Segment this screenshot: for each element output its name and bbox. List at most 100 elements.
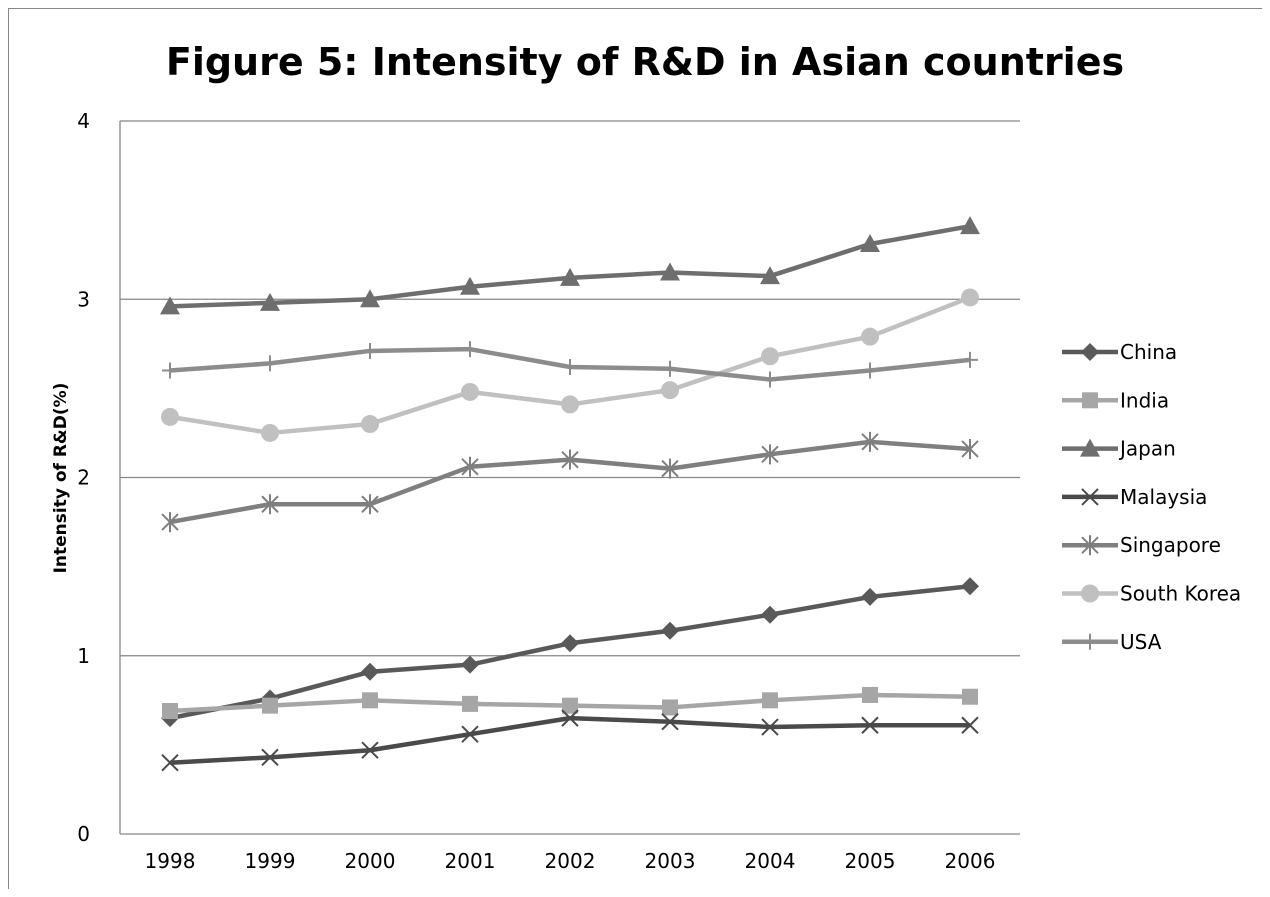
series-usa [162,341,978,388]
data-point-usa [662,360,678,377]
data-point-japan [360,289,380,308]
data-point-india [462,695,478,712]
series-japan [160,216,980,315]
data-point-malaysia [861,716,879,734]
data-point-south-korea [361,415,379,434]
data-point-malaysia [361,741,379,759]
data-point-south-korea [161,407,179,426]
data-point-india [862,686,878,703]
data-point-singapore [761,444,779,465]
legend-marker [1081,584,1099,603]
data-point-usa [262,355,278,372]
legend-label: South Korea [1120,582,1241,606]
data-point-china [661,621,679,640]
legend-item-japan: Japan [1062,437,1176,461]
x-tick-label: 2004 [745,849,796,873]
data-point-malaysia [161,753,179,772]
data-point-india [962,688,978,705]
data-point-india [662,699,678,716]
series-line-malaysia [169,715,970,765]
data-point-india [362,692,378,709]
data-point-usa [462,341,478,358]
data-point-south-korea [761,347,779,366]
data-point-south-korea [461,382,479,401]
data-point-japan [860,233,880,252]
series-south-korea [161,288,979,442]
data-point-singapore [161,512,179,533]
legend-marker [1082,633,1098,650]
data-point-singapore [461,456,479,477]
y-tick-label: 4 [77,109,90,133]
y-tick-label: 0 [77,822,90,846]
data-point-japan [960,216,980,235]
y-tick-label: 1 [77,644,90,668]
data-point-china [961,577,979,596]
data-point-singapore [361,494,379,515]
legend-label: India [1120,388,1169,412]
x-tick-label: 2006 [945,849,996,873]
data-point-japan [760,266,780,285]
data-point-japan [460,276,480,295]
x-tick-label: 2001 [445,849,496,873]
data-point-singapore [661,458,679,479]
data-point-malaysia [961,716,979,734]
legend-marker [1081,535,1099,556]
legend-label: USA [1120,630,1162,654]
data-point-usa [362,342,378,359]
y-tick-labels: 0 1 2 3 4 [77,109,90,846]
series-china [161,577,979,728]
y-tick-label: 2 [77,466,90,490]
chart-title: Figure 5: Intensity of R&D in Asian coun… [166,40,1124,84]
data-point-malaysia [661,712,679,731]
series-malaysia [161,709,979,772]
data-point-south-korea [561,395,579,414]
x-tick-label: 1999 [245,849,296,873]
series-line-japan [169,223,971,309]
data-point-singapore [961,438,979,459]
data-point-china [561,634,579,653]
axes [119,121,1020,835]
data-point-south-korea [961,288,979,307]
data-point-singapore [561,449,579,470]
data-point-india [262,697,278,714]
data-point-india [162,703,178,720]
data-point-india [762,692,778,709]
data-point-india [562,697,578,714]
data-point-japan [260,292,280,311]
data-point-malaysia [461,725,479,743]
data-point-usa [162,362,178,379]
data-point-china [861,587,879,606]
y-tick-label: 3 [77,287,90,311]
data-point-japan [660,262,680,281]
data-point-usa [862,362,878,379]
data-point-malaysia [561,709,579,727]
data-point-south-korea [661,381,679,400]
legend-marker [1081,343,1099,361]
data-point-malaysia [261,748,279,767]
legend-label: Malaysia [1120,485,1207,509]
x-tick-label: 1998 [145,849,196,873]
gridlines [120,120,1020,657]
data-point-usa [562,358,578,375]
data-point-china [761,605,779,624]
series-india [162,686,978,720]
legend-label: China [1120,340,1177,364]
legend-marker [1080,438,1100,457]
data-point-china [461,655,479,674]
data-point-malaysia [761,718,779,736]
series-group [160,216,980,772]
legend-label: Singapore [1120,533,1221,557]
x-tick-labels: 1998 1999 2000 2001 2002 2003 2004 2005 2006 [145,849,996,873]
legend-item-india: India [1062,388,1169,412]
legend-item-malaysia: Malaysia [1062,485,1207,509]
data-point-singapore [861,431,879,452]
data-point-south-korea [861,327,879,346]
data-point-singapore [261,494,279,515]
y-axis-title: Intensity of R&D(%) [51,383,71,574]
x-tick-label: 2005 [845,849,896,873]
legend-item-singapore: Singapore [1062,533,1221,557]
x-tick-label: 2000 [345,849,396,873]
x-tick-label: 2003 [645,849,696,873]
data-point-south-korea [261,423,279,442]
